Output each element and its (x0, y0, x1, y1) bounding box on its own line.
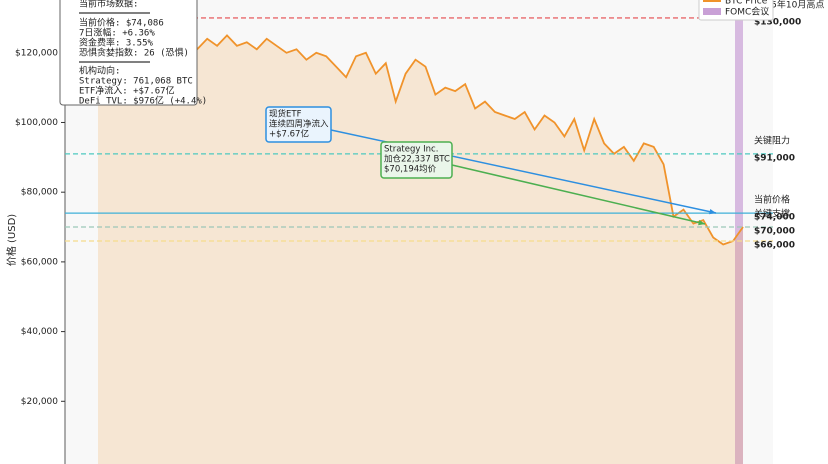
arrow-head (698, 219, 705, 226)
reference-label: 关键支撑 (754, 208, 790, 220)
annotation-text: Strategy Inc. (384, 145, 438, 155)
reference-value: $70,000 (754, 227, 795, 237)
annotation-text: 现货ETF (269, 109, 302, 120)
reference-label: 关键阻力 (754, 134, 790, 146)
arrow-head (709, 208, 716, 215)
y-tick-label: $60,000 (21, 257, 58, 267)
info-line: 当前价格: $74,086 (79, 17, 164, 29)
info-line: 恐惧贪婪指数: 26 (恐惧) (79, 47, 189, 59)
price-line (97, 23, 744, 246)
y-tick-label: $40,000 (21, 327, 58, 337)
annotation-box (380, 141, 453, 179)
annotation-arrow (451, 164, 706, 225)
info-header: 当前市场数据: (79, 0, 138, 10)
legend-swatch (703, 8, 721, 15)
legend-label: FOMC会议 (725, 6, 769, 18)
reference-label: 2025年10月高点 (754, 0, 824, 10)
annotation-text: +$7.67亿 (269, 129, 309, 140)
info-header: 机构动向: (79, 65, 120, 77)
info-line: DeFi TVL: $976亿 (+4.4%) (79, 95, 207, 107)
reference-value: $130,000 (754, 17, 801, 27)
y-tick-label: $120,000 (15, 48, 58, 58)
reference-value: $91,000 (754, 153, 795, 163)
annotation-text: $70,194均价 (384, 164, 437, 175)
reference-value: $74,000 (754, 213, 795, 223)
y-tick-label: $100,000 (15, 118, 58, 128)
y-axis-label: 价格 (USD) (5, 214, 18, 266)
y-tick-label: $80,000 (21, 188, 58, 198)
area-fill (98, 24, 743, 464)
annotation-text: 连续四周净流入 (269, 119, 329, 130)
annotation-box (265, 106, 332, 143)
info-line: ETF净流入: +$7.67亿 (79, 85, 175, 97)
reference-label: 当前价格 (754, 194, 790, 206)
info-line: 资金费率: 3.55% (79, 37, 154, 49)
info-box (59, 0, 198, 106)
info-line: 7日涨幅: +6.36% (79, 27, 155, 39)
annotation-text: 加仓22,337 BTC (384, 154, 450, 165)
legend-label: BTC Price (725, 0, 768, 7)
info-line: Strategy: 761,068 BTC (79, 77, 193, 87)
reference-value: $66,000 (754, 240, 795, 250)
y-tick-label: $20,000 (21, 397, 58, 407)
